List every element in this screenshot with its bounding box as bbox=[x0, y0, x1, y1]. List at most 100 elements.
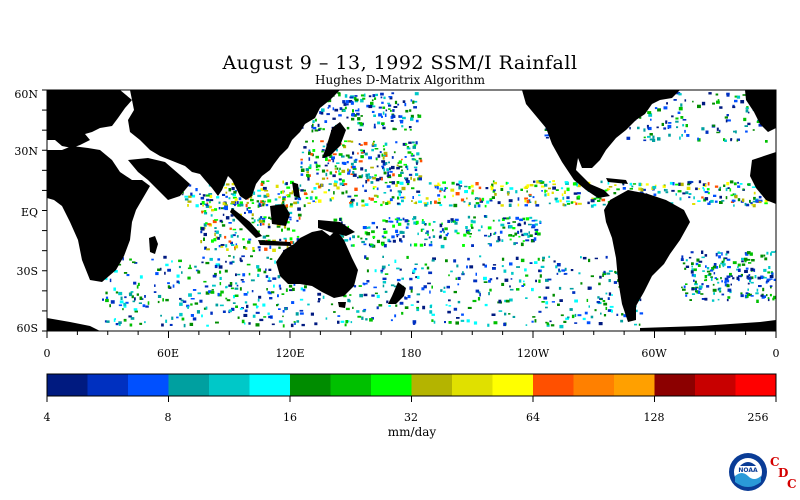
rain-cell bbox=[408, 141, 412, 144]
rain-cell bbox=[416, 307, 420, 312]
rain-cell bbox=[675, 120, 679, 123]
rain-cell bbox=[414, 168, 418, 172]
rain-cell bbox=[559, 324, 564, 329]
rain-cell bbox=[571, 314, 575, 319]
rain-cell bbox=[367, 173, 370, 176]
rain-cell bbox=[686, 186, 691, 190]
rain-cell bbox=[429, 310, 433, 314]
rain-cell bbox=[234, 204, 236, 207]
rain-cell bbox=[406, 146, 410, 149]
rain-cell bbox=[732, 104, 735, 108]
rain-cell bbox=[361, 204, 366, 207]
rain-cell bbox=[362, 310, 366, 313]
rain-cell bbox=[375, 93, 378, 97]
rain-cell bbox=[276, 304, 279, 307]
rain-cell bbox=[487, 226, 492, 230]
rain-cell bbox=[733, 182, 737, 186]
rain-cell bbox=[665, 120, 668, 124]
rain-cell bbox=[709, 269, 714, 272]
rain-cell bbox=[346, 116, 349, 119]
rain-cell bbox=[721, 252, 723, 256]
rain-cell bbox=[746, 251, 751, 255]
rain-cell bbox=[395, 128, 397, 131]
rain-cell bbox=[118, 304, 123, 307]
rain-cell bbox=[741, 260, 744, 263]
rain-cell bbox=[133, 308, 138, 311]
rain-cell bbox=[753, 196, 756, 200]
rain-cell bbox=[719, 264, 721, 268]
rain-cell bbox=[736, 138, 740, 141]
rain-cell bbox=[388, 305, 391, 307]
rain-cell bbox=[685, 124, 688, 128]
rain-cell bbox=[267, 223, 270, 226]
rain-cell bbox=[447, 219, 450, 223]
rain-cell bbox=[297, 207, 301, 211]
rain-cell bbox=[183, 323, 186, 328]
rain-cell bbox=[230, 193, 234, 195]
rain-cell bbox=[243, 246, 246, 249]
rain-cell bbox=[301, 151, 305, 154]
rain-cell bbox=[291, 190, 294, 193]
rain-cell bbox=[333, 218, 338, 222]
rain-cell bbox=[767, 298, 770, 302]
rain-cell bbox=[136, 293, 139, 296]
rain-cell bbox=[382, 236, 387, 239]
rain-cell bbox=[392, 109, 395, 112]
rain-cell bbox=[451, 181, 455, 185]
rain-cell bbox=[285, 288, 288, 292]
rain-cell bbox=[432, 257, 436, 261]
rain-cell bbox=[237, 273, 241, 276]
rain-cell bbox=[491, 183, 494, 187]
rain-cell bbox=[396, 219, 399, 224]
rain-cell bbox=[247, 240, 251, 244]
rain-cell bbox=[454, 221, 458, 225]
rain-cell bbox=[398, 160, 402, 164]
rain-cell bbox=[761, 296, 765, 299]
rain-cell bbox=[348, 156, 353, 159]
rain-cell bbox=[399, 301, 404, 305]
rain-cell bbox=[505, 181, 508, 185]
rain-cell bbox=[754, 275, 757, 279]
rain-cell bbox=[566, 200, 570, 203]
rain-cell bbox=[663, 127, 667, 130]
rain-cell bbox=[726, 258, 731, 261]
rain-cell bbox=[283, 237, 287, 240]
rain-cell bbox=[250, 198, 254, 202]
rain-cell bbox=[192, 317, 197, 321]
rain-cell bbox=[558, 286, 562, 290]
rain-cell bbox=[332, 153, 337, 156]
rain-cell bbox=[401, 158, 403, 161]
rain-cell bbox=[683, 285, 686, 289]
rain-cell bbox=[450, 270, 453, 273]
colorbar bbox=[47, 374, 777, 396]
rain-cell bbox=[272, 248, 276, 252]
rain-cell bbox=[188, 184, 192, 187]
rain-cell bbox=[462, 271, 464, 275]
rain-cell bbox=[386, 168, 389, 172]
rain-cell bbox=[298, 216, 301, 220]
rain-cell bbox=[325, 317, 328, 320]
rain-cell bbox=[260, 182, 264, 186]
rain-cell bbox=[288, 211, 293, 215]
lon-label-180: 180 bbox=[400, 347, 422, 360]
rain-cell bbox=[443, 195, 446, 199]
rain-cell bbox=[762, 287, 765, 292]
rain-cell bbox=[372, 176, 377, 180]
rain-cell bbox=[570, 269, 574, 272]
rain-cell bbox=[337, 315, 341, 317]
rain-cell bbox=[242, 273, 246, 277]
rain-cell bbox=[707, 191, 710, 195]
rain-cell bbox=[525, 217, 530, 221]
rain-cell bbox=[423, 202, 427, 204]
rain-cell bbox=[418, 194, 421, 197]
rain-cell bbox=[601, 198, 606, 202]
rain-cell bbox=[578, 202, 582, 205]
rain-cell bbox=[545, 137, 549, 139]
rain-cell bbox=[374, 143, 377, 147]
rain-cell bbox=[352, 172, 355, 176]
rain-cell bbox=[299, 309, 304, 312]
rain-cell bbox=[538, 310, 542, 313]
rain-cell bbox=[517, 203, 520, 207]
rain-cell bbox=[311, 190, 314, 193]
rain-cell bbox=[647, 126, 649, 130]
